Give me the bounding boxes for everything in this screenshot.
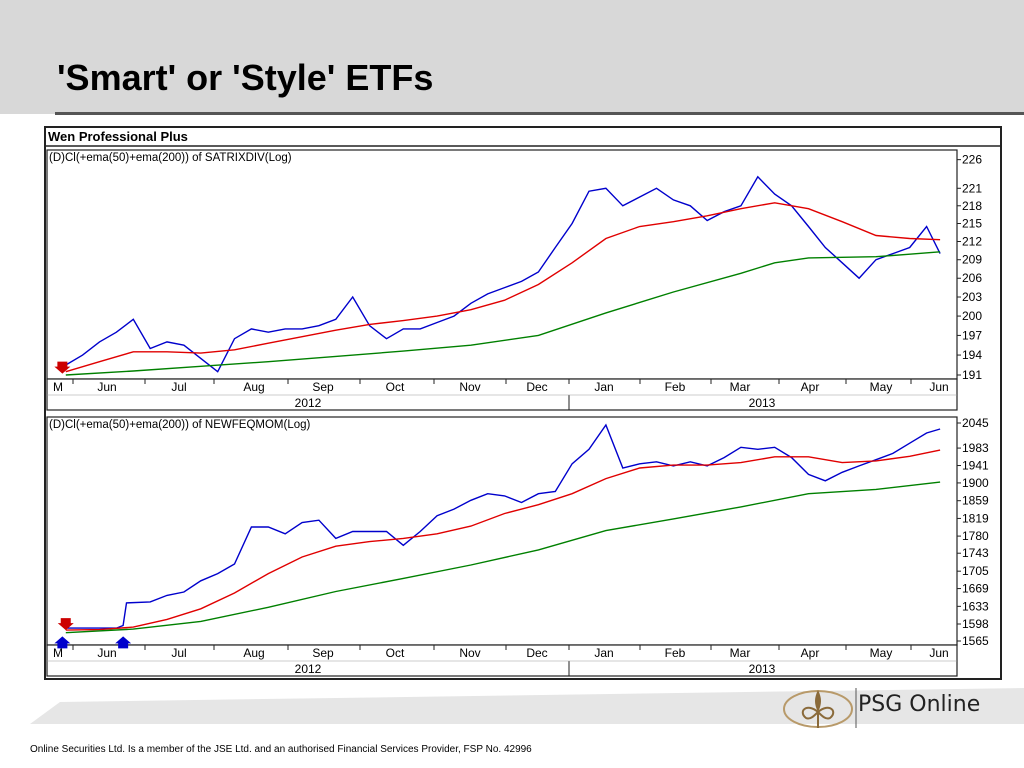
- x-tick-label: Dec: [526, 646, 547, 660]
- signal-arrow-icon: [115, 636, 132, 649]
- psg-logo-icon: [783, 688, 857, 728]
- x-tick-label: Jan: [594, 646, 613, 660]
- x-tick-label: M: [53, 646, 63, 660]
- plot-area: [46, 416, 958, 646]
- x-tick-label: Oct: [386, 646, 405, 660]
- x-tick-label: Apr: [801, 646, 820, 660]
- signal-arrow-icon: [54, 636, 71, 649]
- ema200-line: [65, 481, 941, 634]
- y-tick-label: 203: [962, 290, 982, 304]
- x-tick-label: Dec: [526, 380, 547, 394]
- y-tick-label: 1669: [962, 582, 989, 596]
- year-label: 2012: [295, 662, 322, 676]
- panel-title: (D)Cl(+ema(50)+ema(200)) of NEWFEQMOM(Lo…: [49, 419, 311, 431]
- ema50-line: [65, 449, 941, 631]
- y-tick-label: 215: [962, 217, 982, 231]
- title-rule: [55, 112, 1024, 115]
- x-tick-label: Apr: [801, 380, 820, 394]
- y-tick-label: 218: [962, 199, 982, 213]
- x-tick-label: Feb: [665, 646, 686, 660]
- y-tick-label: 221: [962, 181, 982, 195]
- header-band: [0, 0, 1024, 114]
- x-tick-label: Mar: [730, 380, 751, 394]
- x-tick-label: Feb: [665, 380, 686, 394]
- y-tick-label: 200: [962, 309, 982, 323]
- y-tick-label: 1743: [962, 546, 989, 560]
- y-tick-label: 1705: [962, 564, 989, 578]
- y-tick-label: 212: [962, 234, 982, 248]
- price-line: [65, 175, 941, 373]
- x-tick-label: Nov: [459, 380, 480, 394]
- y-tick-label: 1780: [962, 529, 989, 543]
- y-tick-label: 1941: [962, 459, 989, 473]
- footer-band: [30, 688, 1024, 724]
- x-tick-label: Jun: [929, 380, 948, 394]
- y-tick-label: 197: [962, 328, 982, 342]
- x-tick-label: May: [870, 646, 893, 660]
- y-tick-label: 226: [962, 153, 982, 167]
- y-tick-label: 1983: [962, 441, 989, 455]
- footer-disclaimer: Online Securities Ltd. Is a member of th…: [30, 744, 532, 755]
- x-tick-label: Jun: [97, 380, 116, 394]
- logo-text: PSG Online: [858, 692, 981, 717]
- price-line: [65, 423, 941, 629]
- x-tick-label: Nov: [459, 646, 480, 660]
- chart-app-title: Wen Professional Plus: [48, 129, 188, 144]
- satrixdiv-panel: (D)Cl(+ema(50)+ema(200)) of SATRIXDIV(Lo…: [46, 149, 982, 411]
- y-tick-label: 1819: [962, 511, 989, 525]
- x-tick-label: Jan: [594, 380, 613, 394]
- x-tick-label: Jul: [171, 646, 186, 660]
- y-tick-label: 191: [962, 368, 982, 382]
- x-tick-label: Mar: [730, 646, 751, 660]
- x-tick-label: Jun: [97, 646, 116, 660]
- x-tick-label: Sep: [312, 380, 334, 394]
- y-tick-label: 1900: [962, 476, 989, 490]
- x-axis-band: [46, 644, 958, 677]
- ema50-line: [65, 202, 941, 373]
- y-tick-label: 206: [962, 271, 982, 285]
- y-tick-label: 1565: [962, 634, 989, 648]
- y-tick-label: 2045: [962, 416, 989, 430]
- x-tick-label: M: [53, 380, 63, 394]
- x-tick-label: Sep: [312, 646, 334, 660]
- x-tick-label: Oct: [386, 380, 405, 394]
- newfeqmom-panel: (D)Cl(+ema(50)+ema(200)) of NEWFEQMOM(Lo…: [46, 416, 989, 677]
- signal-arrow-icon: [57, 618, 74, 631]
- y-tick-label: 1598: [962, 617, 989, 631]
- y-tick-label: 209: [962, 253, 982, 267]
- ema200-line: [65, 251, 941, 376]
- y-tick-label: 1859: [962, 494, 989, 508]
- x-tick-label: Aug: [243, 646, 264, 660]
- year-label: 2013: [749, 396, 776, 410]
- y-tick-label: 194: [962, 348, 982, 362]
- x-tick-label: May: [870, 380, 893, 394]
- year-label: 2013: [749, 662, 776, 676]
- chart-canvas: Wen Professional Plus (D)Cl(+ema(50)+ema…: [44, 129, 1002, 677]
- x-tick-label: Aug: [243, 380, 264, 394]
- signal-arrow-icon: [54, 361, 71, 374]
- panel-title: (D)Cl(+ema(50)+ema(200)) of SATRIXDIV(Lo…: [49, 152, 292, 164]
- x-axis-band: [46, 378, 958, 411]
- y-tick-label: 1633: [962, 599, 989, 613]
- slide-title: 'Smart' or 'Style' ETFs: [57, 57, 434, 98]
- x-tick-label: Jul: [171, 380, 186, 394]
- x-tick-label: Jun: [929, 646, 948, 660]
- year-label: 2012: [295, 396, 322, 410]
